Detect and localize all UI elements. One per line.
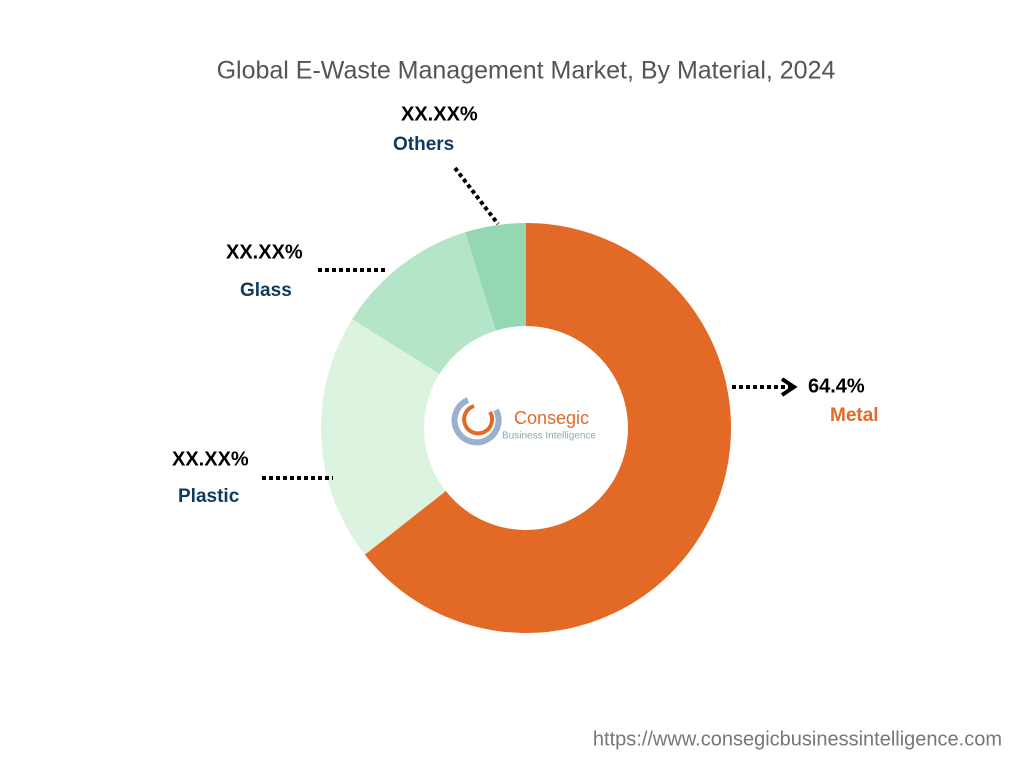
logo-mark — [451, 397, 502, 446]
logo: Consegic Business Intelligence — [451, 397, 596, 446]
donut-slice — [364, 223, 731, 634]
category-label: Others — [393, 134, 454, 155]
leader-line — [453, 166, 500, 226]
chart-title: Global E-Waste Management Market, By Mat… — [217, 57, 836, 85]
category-label: Metal — [830, 405, 879, 426]
data-label: XX.XX% — [172, 448, 249, 470]
donut-slice — [321, 319, 446, 555]
data-label: 64.4% — [808, 375, 865, 397]
category-label: Plastic — [178, 486, 240, 507]
source-url: https://www.consegicbusinessintelligence… — [593, 728, 1002, 750]
logo-tagline: Business Intelligence — [502, 431, 596, 442]
donut-slice — [352, 232, 496, 374]
data-label: XX.XX% — [226, 241, 303, 263]
donut — [321, 223, 731, 634]
donut-slice — [465, 223, 526, 331]
logo-name: Consegic — [514, 408, 589, 428]
data-label: XX.XX% — [401, 103, 478, 125]
category-label: Glass — [240, 280, 292, 301]
logo-mark — [462, 404, 495, 436]
